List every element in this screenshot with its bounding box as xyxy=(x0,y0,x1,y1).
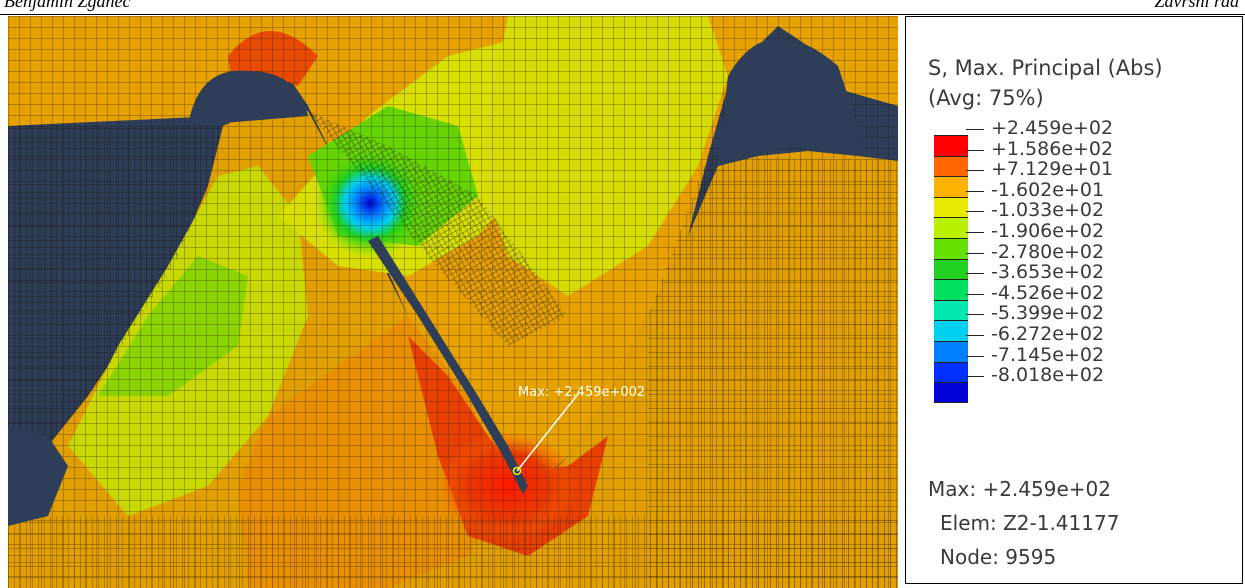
legend-color-bar xyxy=(934,135,968,403)
legend-label: -7.145e+02 xyxy=(966,345,1113,366)
legend-swatch xyxy=(934,382,968,403)
contour-legend: S, Max. Principal (Abs) (Avg: 75%) +2.45… xyxy=(905,16,1243,584)
legend-label: -1.033e+02 xyxy=(966,200,1113,221)
legend-swatch xyxy=(934,361,968,383)
max-info: Max: +2.459e+02 Elem: Z2-1.41177 Node: 9… xyxy=(928,472,1119,574)
header-author: Benjamin Zganec xyxy=(4,0,131,11)
legend-swatch xyxy=(934,176,968,197)
legend-swatch xyxy=(934,135,968,156)
max-value: Max: +2.459e+02 xyxy=(928,477,1111,501)
legend-label: -4.526e+02 xyxy=(966,283,1113,304)
legend-label: -3.653e+02 xyxy=(966,262,1113,283)
legend-swatch xyxy=(934,155,968,177)
legend-title-variable: S, Max. Principal (Abs) xyxy=(928,56,1163,80)
page-header: Benjamin Zganec Završni rad xyxy=(0,0,1245,15)
legend-label: -6.272e+02 xyxy=(966,324,1113,345)
max-element: Elem: Z2-1.41177 xyxy=(940,511,1120,535)
legend-swatch xyxy=(934,196,968,218)
legend-label: -2.780e+02 xyxy=(966,242,1113,263)
fea-viewport[interactable]: Max: +2.459e+002 xyxy=(8,16,898,588)
tooth-gap-right xyxy=(718,38,868,166)
legend-swatch xyxy=(934,320,968,341)
legend-swatch xyxy=(934,279,968,300)
max-marker xyxy=(512,466,522,476)
legend-label: -1.906e+02 xyxy=(966,221,1113,242)
legend-value-labels: +2.459e+02 +1.586e+02 +7.129e+01 -1.602e+01… xyxy=(966,118,1113,386)
legend-label: -5.399e+02 xyxy=(966,303,1113,324)
legend-label: -8.018e+02 xyxy=(966,365,1113,386)
legend-title-averaging: (Avg: 75%) xyxy=(928,86,1044,110)
legend-label: +7.129e+01 xyxy=(966,159,1113,180)
stress-contour-plot[interactable]: Max: +2.459e+002 xyxy=(8,16,898,588)
max-leader-line xyxy=(516,393,579,472)
legend-label: +2.459e+02 xyxy=(966,118,1113,139)
legend-swatch xyxy=(934,299,968,321)
legend-swatch xyxy=(934,217,968,238)
max-marker-label: Max: +2.459e+002 xyxy=(518,385,645,400)
tooth-gap-top xyxy=(188,70,308,126)
legend-swatch xyxy=(934,340,968,362)
header-doc-type: Završni rad xyxy=(1154,0,1239,11)
legend-label: +1.586e+02 xyxy=(966,139,1113,160)
max-node: Node: 9595 xyxy=(940,545,1057,569)
gear-contact-gap xyxy=(368,236,528,494)
legend-title: S, Max. Principal (Abs) (Avg: 75%) xyxy=(928,53,1163,113)
legend-swatch xyxy=(934,258,968,280)
legend-swatch xyxy=(934,237,968,259)
legend-label: -1.602e+01 xyxy=(966,180,1113,201)
tooth-gap-left xyxy=(8,426,68,526)
